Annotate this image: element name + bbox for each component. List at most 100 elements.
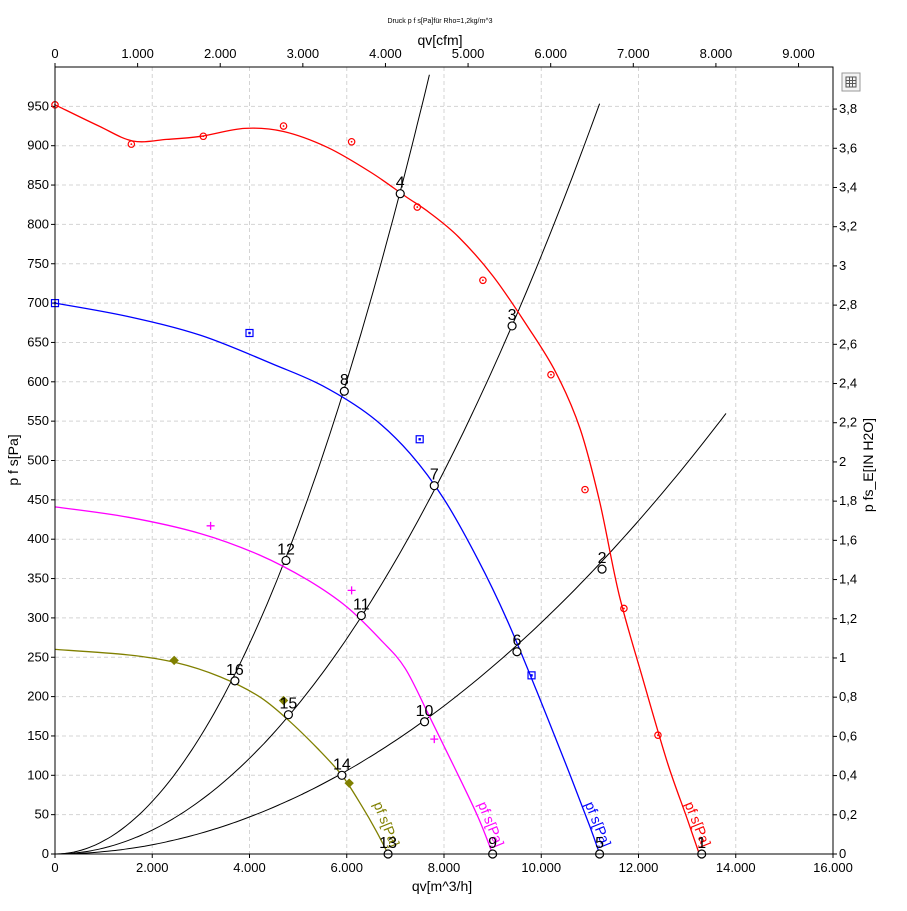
operating-point-label: 1 — [697, 835, 706, 852]
system-curves — [54, 74, 727, 855]
operating-point-label: 4 — [396, 175, 405, 192]
data-marker-dot — [550, 373, 552, 376]
y-right-tick-label: 1,8 — [839, 493, 857, 508]
operating-point-label: 15 — [280, 696, 298, 713]
fan-curve-4 — [54, 648, 389, 855]
x-bottom-tick-label: 0 — [51, 860, 58, 875]
x-top-tick-label: 1.000 — [121, 46, 154, 61]
operating-point — [429, 481, 439, 491]
operating-point — [395, 189, 405, 199]
operating-point-label: 16 — [226, 662, 244, 679]
data-marker — [344, 778, 354, 788]
x-top-tick-label: 8.000 — [700, 46, 733, 61]
operating-point — [281, 555, 291, 566]
plot-frame — [54, 66, 834, 855]
data-marker-dot — [482, 279, 484, 282]
data-marker — [413, 203, 422, 211]
x-bottom-tick-label: 16.000 — [813, 860, 853, 875]
y-right-tick-label: 0,2 — [839, 807, 857, 822]
data-marker-dot — [350, 140, 353, 143]
x-axis-top-label: qv[cfm] — [417, 32, 462, 48]
y-right-tick-label: 3,8 — [839, 101, 857, 116]
y-right-tick-label: 2,6 — [839, 336, 857, 351]
x-bottom-tick-label: 6.000 — [330, 860, 363, 875]
y-right-tick-label: 0,8 — [839, 689, 857, 704]
data-marker — [245, 328, 254, 338]
data-marker — [347, 137, 356, 146]
operating-point-label: 12 — [277, 541, 295, 558]
fan-curve-2 — [54, 302, 601, 855]
data-marker — [430, 735, 439, 744]
x-top-tick-label: 9.000 — [782, 46, 815, 61]
y-left-tick-label: 850 — [27, 177, 49, 192]
y-left-tick-label: 100 — [27, 767, 49, 782]
y-left-tick-label: 700 — [27, 295, 49, 310]
x-bottom-tick-label: 14.000 — [716, 860, 756, 875]
operating-point — [507, 321, 517, 331]
y-right-tick-label: 3 — [839, 258, 846, 273]
x-bottom-tick-label: 10.000 — [521, 860, 561, 875]
operating-point-label: 13 — [379, 835, 397, 852]
data-marker-dot — [416, 206, 419, 208]
y-left-tick-label: 250 — [27, 649, 49, 664]
x-top-tick-label: 6.000 — [534, 46, 567, 61]
x-top-tick-label: 0 — [51, 46, 58, 61]
y-left-tick-label: 950 — [27, 98, 49, 113]
data-marker-dot — [202, 135, 205, 138]
y-right-tick-label: 3,6 — [839, 140, 857, 155]
operating-point — [337, 770, 347, 780]
y-left-tick-label: 0 — [42, 846, 49, 861]
fan-curve-3 — [54, 506, 494, 855]
data-marker — [547, 370, 555, 379]
fan-curves: pf s[Pa]pf s[Pa]pf s[Pa]pf s[Pa] — [50, 100, 714, 855]
y-right-tick-label: 2,4 — [839, 376, 857, 391]
operating-point-label: 10 — [416, 703, 434, 720]
y-left-tick-label: 600 — [27, 374, 49, 389]
operating-point-label: 6 — [512, 633, 521, 650]
y-left-tick-label: 450 — [27, 492, 49, 507]
y-right-tick-label: 1,6 — [839, 532, 857, 547]
y-axis-left-label: p f s[Pa] — [5, 434, 21, 485]
x-top-tick-label: 7.000 — [617, 46, 650, 61]
system-curve — [54, 413, 727, 855]
chart-title: Druck p f s[Pa]für Rho=1,2kg/m^3 — [387, 18, 492, 25]
operating-point — [339, 386, 349, 396]
operating-point-label: 11 — [353, 597, 370, 614]
y-left-tick-label: 750 — [27, 256, 49, 271]
operating-point-label: 8 — [340, 372, 349, 389]
data-marker — [415, 435, 424, 444]
data-marker-dot — [623, 607, 625, 610]
y-left-tick-label: 50 — [35, 807, 49, 822]
operating-point-label: 5 — [595, 835, 604, 852]
y-left-tick-label: 900 — [27, 138, 49, 153]
data-marker — [479, 276, 487, 285]
x-top-tick-label: 5.000 — [452, 46, 485, 61]
x-bottom-tick-label: 12.000 — [619, 860, 659, 875]
y-right-tick-label: 1 — [839, 650, 846, 665]
grid-table-icon[interactable] — [841, 72, 861, 92]
data-marker — [199, 132, 208, 141]
data-marker-dot — [657, 734, 659, 737]
y-right-tick-label: 1,4 — [839, 572, 857, 587]
y-left-tick-label: 500 — [27, 453, 49, 468]
operating-point — [419, 717, 430, 727]
data-marker — [278, 695, 289, 706]
data-marker-dot — [584, 488, 586, 491]
x-top-tick-label: 2.000 — [204, 46, 237, 61]
operating-point-label: 14 — [333, 756, 351, 773]
y-axis-right-label: p fs_E[IN H2O] — [860, 418, 876, 512]
fan-curve-1 — [54, 104, 700, 855]
operating-point — [597, 564, 607, 574]
x-bottom-tick-label: 4.000 — [233, 860, 266, 875]
y-right-tick-label: 0 — [839, 846, 846, 861]
data-marker — [169, 655, 179, 666]
data-marker — [127, 140, 136, 148]
y-right-tick-label: 2,2 — [839, 415, 857, 430]
operating-point — [356, 610, 366, 621]
y-left-tick-label: 200 — [27, 689, 49, 704]
grid — [55, 67, 833, 854]
data-marker — [206, 521, 215, 530]
x-top-tick-label: 4.000 — [369, 46, 402, 61]
